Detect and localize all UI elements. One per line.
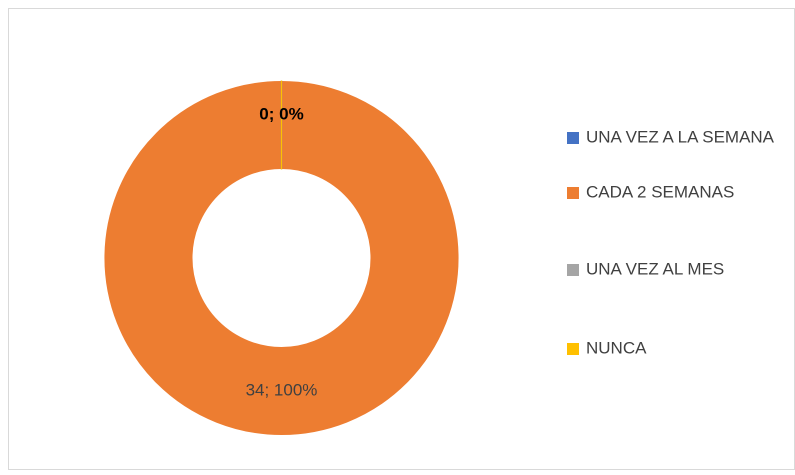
legend-swatch <box>567 343 579 355</box>
legend-swatch <box>567 187 579 199</box>
legend-label: CADA 2 SEMANAS <box>586 182 734 201</box>
data-label: 0; 0% <box>259 104 303 123</box>
legend-label: UNA VEZ AL MES <box>586 259 724 278</box>
data-label: 34; 100% <box>246 380 318 399</box>
legend-label: UNA VEZ A LA SEMANA <box>586 127 775 146</box>
legend-swatch <box>567 132 579 144</box>
legend-swatch <box>567 264 579 276</box>
legend-label: NUNCA <box>586 338 647 357</box>
donut-slice <box>103 79 460 437</box>
